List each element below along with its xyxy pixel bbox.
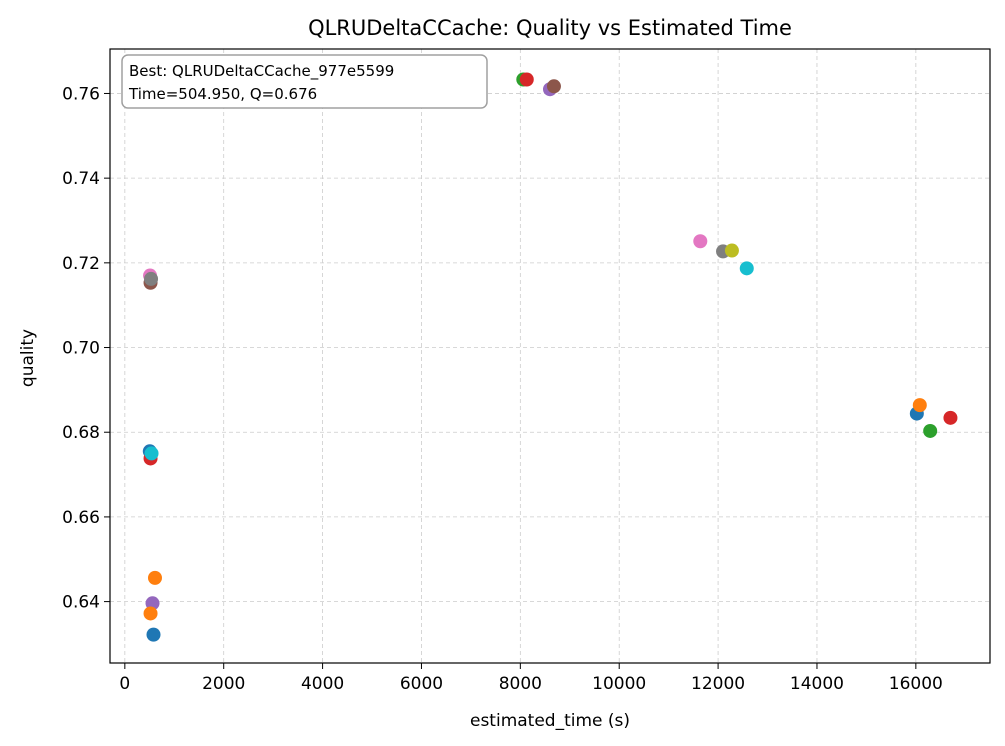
data-point [143,606,158,621]
best-annotation: Best: QLRUDeltaCCache_977e5599 Time=504.… [121,54,488,109]
y-tick-label: 0.70 [62,339,100,359]
y-axis: 0.64 0.66 0.68 0.70 0.72 0.74 0.76 [62,84,110,613]
chart-title: QLRUDeltaCCache: Quality vs Estimated Ti… [308,16,792,40]
data-points [142,72,958,642]
plot-frame [109,48,991,664]
x-tick-label: 12000 [691,674,745,694]
data-point [912,398,927,413]
y-tick-label: 0.76 [62,84,100,104]
annotation-box [121,54,488,109]
annotation-line-metrics: Time=504.950, Q=0.676 [128,85,317,103]
y-tick-label: 0.66 [62,508,100,528]
x-tick-label: 2000 [202,674,245,694]
x-tick-label: 0 [119,674,130,694]
x-tick-label: 6000 [400,674,443,694]
data-point [943,410,958,425]
y-tick-label: 0.64 [62,593,100,613]
y-tick-label: 0.72 [62,254,100,274]
data-point [147,570,162,585]
x-tick-label: 8000 [499,674,542,694]
data-point [923,423,938,438]
x-tick-label: 10000 [592,674,646,694]
x-axis-label: estimated_time (s) [470,711,630,731]
grid [110,49,990,663]
x-tick-label: 4000 [301,674,344,694]
data-point [146,627,161,642]
data-point [546,79,561,94]
x-tick-label: 14000 [790,674,844,694]
data-point [519,72,534,87]
data-point [144,446,159,461]
y-tick-label: 0.68 [62,423,100,443]
y-axis-label: quality [18,329,38,387]
x-tick-label: 16000 [889,674,943,694]
y-tick-label: 0.74 [62,169,100,189]
data-point [724,243,739,258]
data-point [144,271,159,286]
data-point [693,234,708,249]
annotation-line-best: Best: QLRUDeltaCCache_977e5599 [129,62,394,81]
data-point [739,261,754,276]
x-axis: 0 2000 4000 6000 8000 10000 12000 14000 16000 [119,663,943,694]
